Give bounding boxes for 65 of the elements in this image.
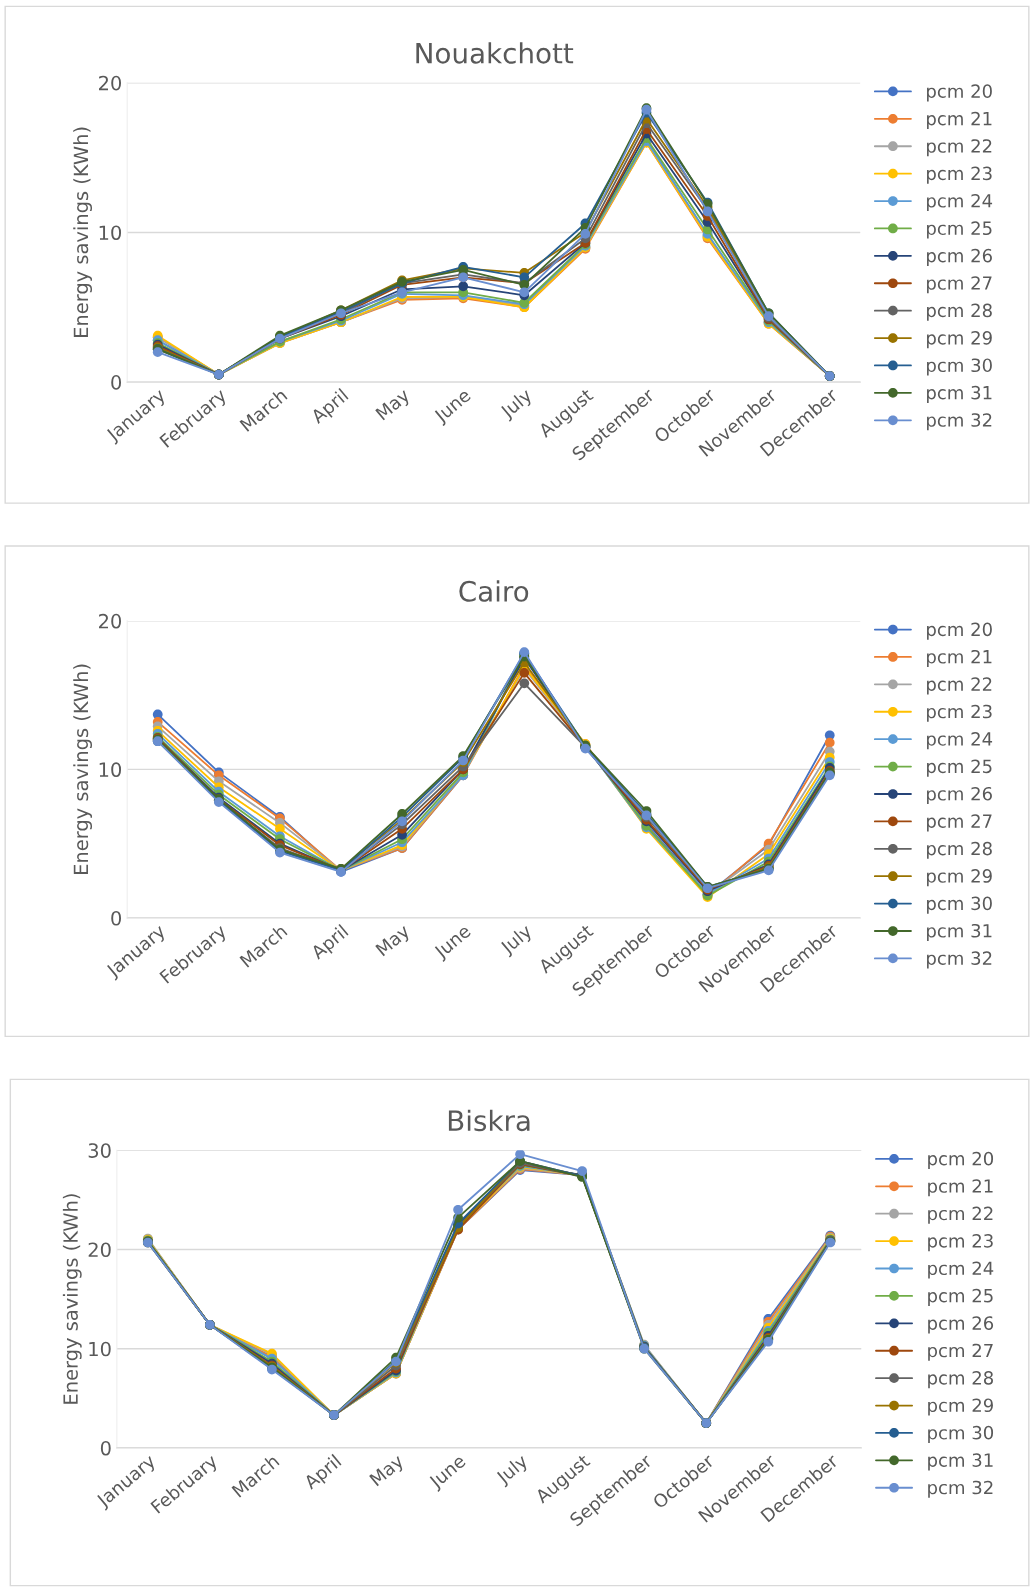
legend-label: pcm 28 — [928, 1371, 993, 1389]
y-tick-label: 0 — [111, 375, 122, 390]
y-tick-label: 30 — [88, 1143, 111, 1158]
legend-label: pcm 31 — [927, 923, 992, 942]
legend-label: pcm 26 — [928, 1316, 994, 1334]
legend-label: pcm 21 — [927, 649, 992, 668]
y-tick-label: 10 — [99, 762, 122, 778]
legend-label: pcm 25 — [927, 221, 992, 239]
legend-label: pcm 26 — [927, 786, 992, 805]
point — [519, 678, 530, 689]
point — [453, 1204, 463, 1215]
legend-label: pcm 26 — [927, 248, 992, 266]
legend-label: pcm 23 — [928, 1234, 993, 1252]
x-tick-label: May — [375, 923, 413, 960]
y-axis-title: Energy savings (KWh) — [73, 664, 93, 874]
legend-label: pcm 31 — [927, 385, 992, 403]
legend-label: pcm 20 — [927, 84, 992, 102]
legend-label: pcm 27 — [927, 814, 992, 832]
legend-label: pcm 28 — [927, 303, 992, 321]
point — [519, 668, 530, 678]
legend-label: pcm 23 — [927, 166, 992, 184]
legend-label: pcm 23 — [927, 704, 992, 722]
legend-label: pcm 20 — [928, 1151, 994, 1169]
legend-label: pcm 25 — [928, 1288, 993, 1306]
point — [458, 281, 469, 292]
legend-label: pcm 29 — [927, 869, 992, 887]
chart-title: Nouakchott — [416, 42, 574, 64]
y-axis-title: Energy savings (KWh) — [62, 1194, 82, 1404]
legend-label: pcm 27 — [927, 276, 992, 294]
legend-label: pcm 32 — [928, 1480, 993, 1498]
x-tick-label: May — [375, 387, 413, 424]
legend-label: pcm 24 — [927, 732, 993, 750]
y-tick-label: 0 — [111, 910, 122, 926]
y-tick-label: 10 — [89, 1341, 111, 1357]
legend-label: pcm 21 — [927, 111, 992, 129]
y-tick-label: 20 — [99, 613, 122, 629]
y-axis-title: Energy savings (KWh) — [73, 127, 93, 337]
point — [824, 737, 835, 748]
legend-label: pcm 30 — [927, 358, 992, 376]
legend-label: pcm 24 — [928, 1261, 994, 1279]
legend-label: pcm 32 — [927, 951, 992, 969]
y-tick-label: 0 — [100, 1440, 111, 1456]
legend-label: pcm 27 — [928, 1343, 993, 1361]
legend-label: pcm 22 — [927, 677, 992, 695]
legend-label: pcm 22 — [927, 139, 992, 157]
x-tick-label: May — [369, 1453, 407, 1490]
legend-label: pcm 29 — [927, 330, 992, 349]
point — [515, 1150, 525, 1160]
legend-label: pcm 32 — [927, 413, 992, 431]
y-tick-label: 20 — [99, 75, 122, 91]
legend-label: pcm 22 — [928, 1206, 993, 1224]
legend-label: pcm 20 — [927, 622, 992, 640]
legend-label: pcm 31 — [928, 1453, 993, 1471]
y-tick-label: 10 — [99, 225, 122, 241]
y-tick-label: 20 — [88, 1242, 111, 1258]
point — [577, 1166, 587, 1176]
chart-title: Biskra — [448, 1109, 530, 1132]
legend-label: pcm 21 — [928, 1179, 993, 1197]
chart-title: Cairo — [459, 580, 529, 602]
legend-label: pcm 30 — [927, 896, 992, 914]
legend-label: pcm 28 — [927, 841, 992, 859]
legend-label: pcm 29 — [928, 1398, 993, 1416]
legend-label: pcm 24 — [927, 193, 993, 212]
legend-label: pcm 30 — [928, 1425, 994, 1444]
legend-label: pcm 25 — [927, 759, 992, 777]
